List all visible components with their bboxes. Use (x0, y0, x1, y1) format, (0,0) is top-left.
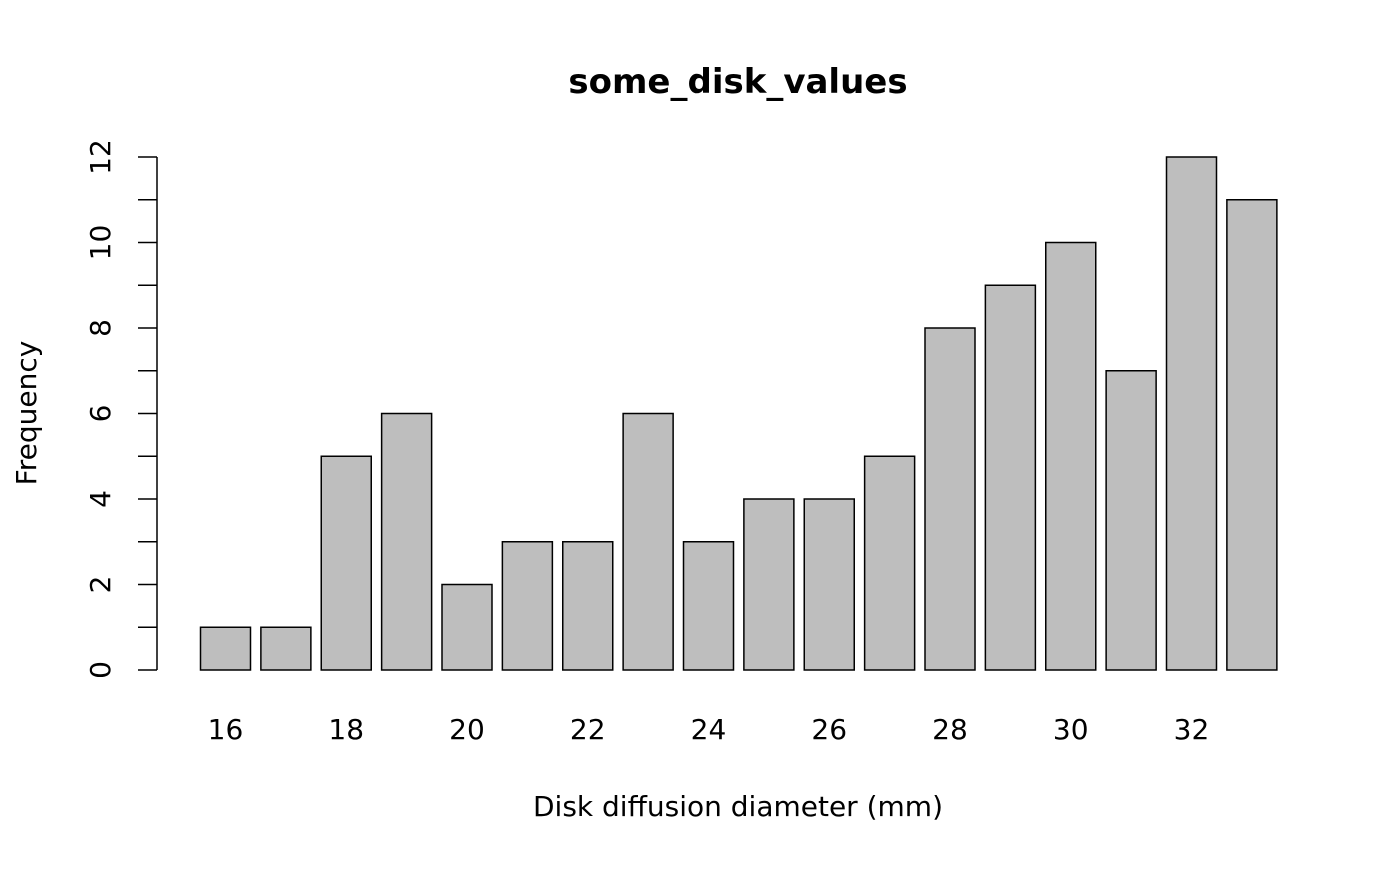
y-axis-label: Frequency (10, 341, 43, 486)
y-tick-label: 10 (84, 225, 117, 261)
x-tick-label: 20 (449, 713, 485, 746)
x-tick-label: 28 (932, 713, 968, 746)
x-tick-label: 32 (1174, 713, 1210, 746)
bar-20 (441, 583, 493, 671)
bar-21 (501, 541, 554, 671)
bar-24 (682, 541, 735, 671)
y-tick-label: 6 (84, 405, 117, 423)
bar-25 (743, 498, 795, 671)
x-tick-label: 30 (1053, 713, 1089, 746)
bar-26 (803, 498, 855, 671)
x-tick-label: 26 (811, 713, 847, 746)
bar-28 (924, 327, 976, 671)
bar-32 (1165, 156, 1218, 671)
x-tick-label: 18 (328, 713, 364, 746)
y-tick-label: 4 (84, 490, 117, 508)
bar-16 (199, 626, 252, 671)
bar-22 (562, 541, 614, 671)
bar-30 (1045, 241, 1097, 671)
x-axis-label: Disk diffusion diameter (mm) (533, 790, 943, 823)
bar-27 (863, 455, 916, 671)
y-tick-label: 2 (84, 576, 117, 594)
chart-title: some_disk_values (568, 62, 907, 102)
bar-18 (320, 455, 372, 671)
y-tick-label: 12 (84, 139, 117, 175)
bar-33 (1226, 199, 1278, 671)
y-tick-label: 8 (84, 319, 117, 337)
bar-17 (260, 626, 312, 671)
x-tick-label: 24 (691, 713, 727, 746)
x-tick-label: 16 (208, 713, 244, 746)
y-tick-label: 0 (84, 661, 117, 679)
bar-23 (622, 412, 674, 671)
bar-31 (1105, 370, 1157, 671)
bar-29 (984, 284, 1037, 671)
x-tick-label: 22 (570, 713, 606, 746)
bar-19 (380, 412, 433, 671)
